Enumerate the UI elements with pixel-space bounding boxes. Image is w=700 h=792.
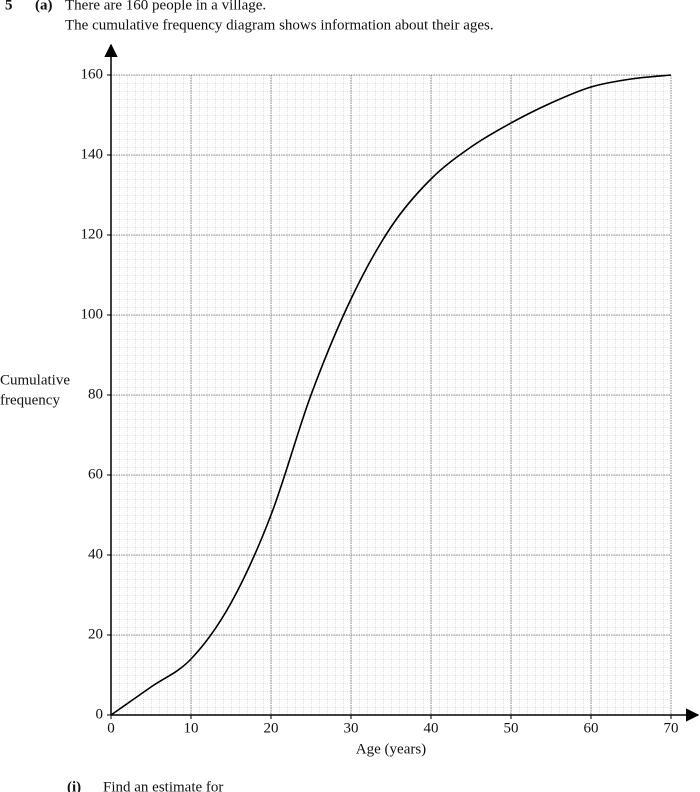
question-number: 5 [5,0,13,13]
x-tick-label: 0 [107,720,115,736]
x-axis-label: Age (years) [356,741,426,757]
x-tick-label: 30 [344,720,359,736]
x-tick-label: 70 [664,720,679,736]
y-tick-label: 160 [81,66,104,82]
y-tick-label: 40 [88,546,103,562]
y-axis-label: Cumulative [0,372,70,388]
x-tick-label: 50 [504,720,519,736]
question-line: There are 160 people in a village. [65,0,266,13]
y-tick-label: 20 [88,626,103,642]
y-tick-label: 140 [81,146,104,162]
y-tick-label: 100 [81,306,104,322]
y-tick-label: 60 [88,466,103,482]
y-axis-label: frequency [0,392,60,408]
x-tick-label: 20 [264,720,279,736]
y-tick-label: 0 [96,706,104,722]
subpart-text: Find an estimate for [103,779,223,792]
y-tick-label: 80 [88,386,103,402]
x-tick-label: 40 [424,720,439,736]
cumulative-curve [110,74,672,716]
subpart-label: (i) [67,779,81,792]
question-part: (a) [35,0,53,13]
x-tick-label: 60 [584,720,599,736]
question-line: The cumulative frequency diagram shows i… [65,17,494,33]
y-tick-label: 120 [81,226,104,242]
x-tick-label: 10 [184,720,199,736]
